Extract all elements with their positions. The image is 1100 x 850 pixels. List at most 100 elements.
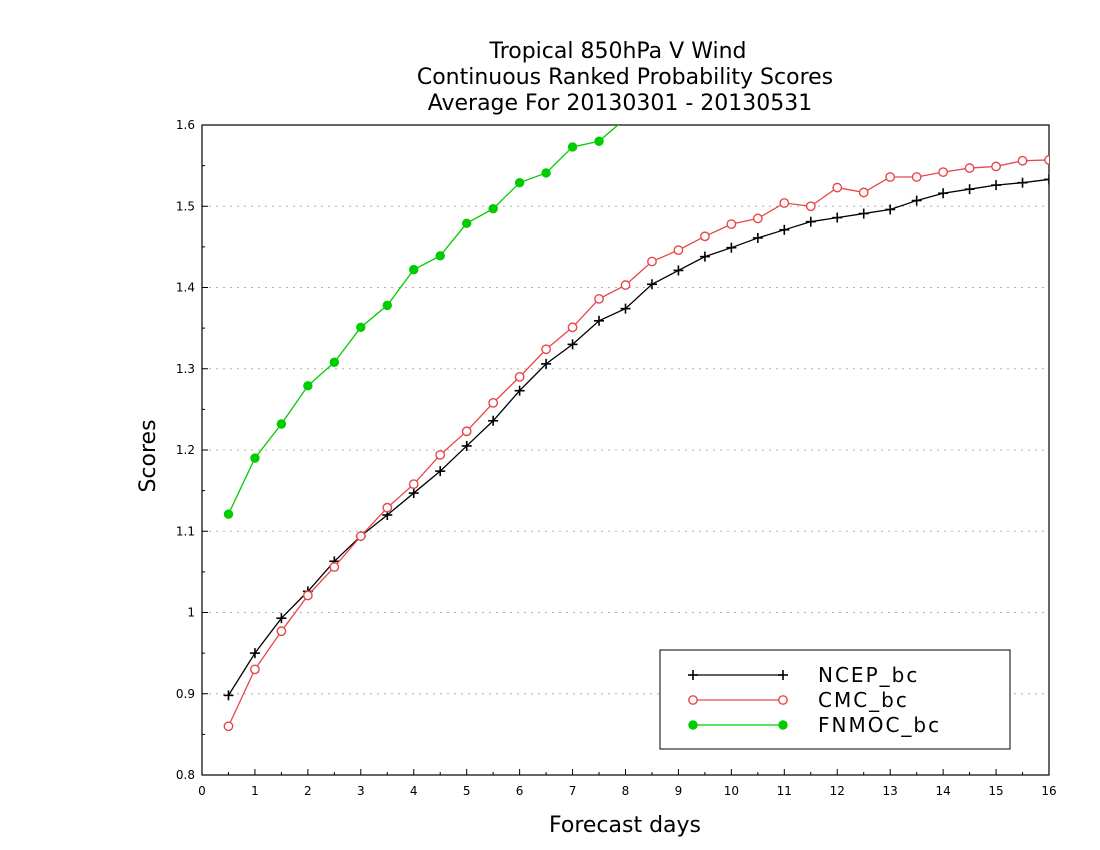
x-tick-label: 10 (724, 784, 739, 798)
data-point-cmc-bc (276, 626, 287, 637)
data-point-ncep-bc (858, 208, 869, 219)
data-point-cmc-bc (991, 161, 1001, 172)
x-tick-label: 4 (410, 784, 418, 798)
data-point-ncep-bc (408, 488, 419, 499)
data-point-ncep-bc (1017, 177, 1028, 188)
data-point-fnmoc-bc (461, 218, 472, 229)
x-tick-label: 1 (251, 784, 259, 798)
legend-label-ncep-bc: NCEP_bc (818, 663, 919, 687)
data-point-ncep-bc (594, 315, 605, 326)
data-point-ncep-bc (673, 265, 684, 276)
data-point-cmc-bc (647, 256, 657, 267)
x-tick-label: 2 (304, 784, 312, 798)
data-point-cmc-bc (964, 163, 975, 173)
y-tick-label: 1.6 (176, 118, 195, 132)
data-point-ncep-bc (1044, 174, 1049, 185)
y-tick-label: 1.5 (176, 199, 195, 213)
y-tick-label: 1.3 (176, 362, 195, 376)
data-point-cmc-bc (514, 371, 525, 382)
x-tick-label: 11 (777, 784, 792, 798)
data-point-ncep-bc (223, 690, 234, 701)
chart-title-line-3: Average For 20130301 - 20130531 (428, 91, 813, 116)
y-axis-label: Scores (136, 419, 161, 492)
legend-entry-cmc-bc: CMC_bc (688, 688, 909, 712)
data-point-fnmoc-bc (514, 177, 525, 188)
data-point-cmc-bc (620, 280, 631, 290)
data-point-cmc-bc (752, 213, 763, 224)
legend-marker (778, 670, 788, 680)
series-line-cmc-bc (227, 159, 1049, 727)
x-tick-label: 12 (830, 784, 845, 798)
data-point-fnmoc-bc (356, 322, 366, 333)
data-point-ncep-bc (779, 224, 790, 235)
data-point-cmc-bc (541, 344, 551, 355)
data-point-fnmoc-bc (382, 300, 392, 311)
chart-title-line-1: Tropical 850hPa V Wind (488, 39, 746, 64)
data-point-cmc-bc (329, 562, 340, 572)
data-point-fnmoc-bc (250, 453, 260, 463)
data-point-cmc-bc (938, 167, 949, 178)
data-point-cmc-bc (1017, 155, 1028, 166)
data-point-fnmoc-bc (567, 142, 578, 152)
x-tick-label: 16 (1041, 784, 1056, 798)
x-tick-label: 15 (988, 784, 1003, 798)
data-point-cmc-bc (911, 172, 922, 182)
data-point-ncep-bc (699, 251, 710, 262)
data-point-fnmoc-bc (329, 357, 340, 367)
data-point-ncep-bc (885, 204, 896, 215)
legend-marker (688, 720, 698, 730)
data-point-cmc-bc (567, 322, 578, 333)
data-point-ncep-bc (276, 613, 287, 624)
data-point-fnmoc-bc (276, 419, 287, 429)
series-cmc-bc (223, 155, 1049, 732)
x-tick-label: 8 (622, 784, 630, 798)
data-point-cmc-bc (355, 531, 366, 542)
data-point-cmc-bc (779, 198, 790, 208)
legend-marker (688, 670, 698, 680)
data-point-ncep-bc (541, 358, 552, 369)
x-tick-label: 9 (675, 784, 683, 798)
data-point-ncep-bc (461, 440, 472, 451)
data-point-ncep-bc (752, 232, 763, 243)
x-tick-label: 3 (357, 784, 365, 798)
y-tick-label: 0.9 (176, 687, 195, 701)
legend-marker (778, 720, 788, 730)
legend-marker (688, 695, 698, 705)
data-point-fnmoc-bc (488, 203, 498, 214)
data-point-ncep-bc (514, 385, 525, 396)
data-point-cmc-bc (461, 426, 472, 437)
y-tick-label: 1.2 (176, 443, 195, 457)
x-tick-label: 6 (516, 784, 524, 798)
data-point-cmc-bc (408, 479, 419, 490)
data-point-cmc-bc (1044, 155, 1049, 165)
data-point-cmc-bc (700, 231, 710, 242)
y-tick-label: 1.1 (176, 524, 195, 538)
data-point-ncep-bc (726, 242, 737, 253)
grid-lines (202, 205, 1049, 695)
data-point-ncep-bc (435, 466, 446, 477)
legend-label-fnmoc-bc: FNMOC_bc (818, 713, 941, 737)
data-point-ncep-bc (911, 195, 922, 206)
data-point-fnmoc-bc (409, 264, 419, 275)
y-axis-ticks: 0.8 0.9 1 1.1 1.2 1.3 1.4 1.5 1.6 (176, 118, 208, 782)
data-point-ncep-bc (567, 339, 578, 350)
data-point-cmc-bc (594, 293, 604, 304)
data-point-cmc-bc (223, 721, 234, 732)
x-tick-label: 14 (935, 784, 950, 798)
data-point-fnmoc-bc (303, 381, 313, 391)
data-point-cmc-bc (435, 449, 446, 460)
y-tick-label: 1.4 (176, 281, 195, 295)
data-point-ncep-bc (938, 188, 949, 199)
data-point-cmc-bc (250, 664, 260, 675)
legend-label-cmc-bc: CMC_bc (818, 688, 909, 712)
x-tick-label: 0 (198, 784, 206, 798)
x-axis-label: Forecast days (549, 813, 701, 838)
y-tick-label: 0.8 (176, 768, 195, 782)
data-point-cmc-bc (885, 172, 896, 182)
data-point-fnmoc-bc (541, 168, 551, 178)
chart-title-line-2: Continuous Ranked Probability Scores (417, 65, 833, 90)
series-layer (223, 125, 1049, 732)
